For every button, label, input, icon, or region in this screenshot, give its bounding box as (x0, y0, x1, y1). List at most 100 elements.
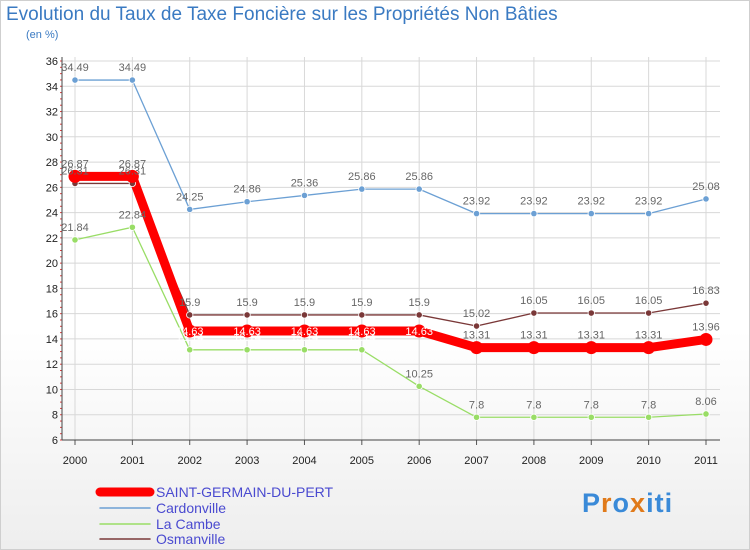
data-label: 13.14 (176, 332, 204, 344)
data-label: 7.8 (526, 399, 541, 411)
data-point (530, 413, 538, 421)
data-label: 13.31 (578, 330, 606, 342)
x-tick-label: 2007 (464, 455, 488, 467)
data-label: 15.9 (179, 297, 200, 309)
x-tick-label: 2006 (407, 455, 431, 467)
data-label: 13.14 (348, 332, 376, 344)
data-point (300, 191, 309, 200)
x-tick-label: 2010 (636, 455, 660, 467)
chart-title: Evolution du Taux de Taxe Foncière sur l… (6, 4, 558, 25)
data-label: 25.86 (348, 171, 376, 183)
data-point (587, 309, 595, 317)
logo-letter: i (664, 488, 674, 518)
data-point (125, 169, 139, 183)
y-tick-label: 36 (46, 56, 58, 68)
data-point (297, 324, 311, 338)
data-point (71, 236, 79, 244)
data-point (472, 210, 481, 218)
data-point (183, 324, 197, 338)
data-label: 23.92 (635, 196, 663, 208)
data-label: 15.9 (294, 297, 315, 309)
data-label: 8.06 (695, 396, 716, 408)
data-label: 7.8 (469, 399, 484, 411)
data-point (530, 309, 538, 317)
logo-letter: o (612, 488, 631, 518)
data-point (358, 311, 366, 319)
x-tick-label: 2004 (292, 455, 316, 467)
data-labels: 26.87 26.87 14.63 14.63 14.63 14.63 14.63 13.31… (61, 62, 720, 411)
y-tick-label: 16 (46, 309, 58, 321)
y-tick-label: 26 (46, 182, 58, 194)
y-tick-label: 20 (46, 258, 58, 270)
data-label: 13.96 (692, 321, 720, 333)
data-point (699, 332, 713, 346)
x-tick-label: 2009 (579, 455, 603, 467)
axes: 6 8 10 12 14 16 18 20 22 24 26 28 30 32 34 36 2000 2001 20… (46, 56, 720, 467)
data-point (186, 311, 194, 319)
series-line-la cambe (74, 226, 707, 418)
series-points (68, 76, 713, 421)
data-label: 13.31 (463, 330, 491, 342)
data-point (300, 346, 309, 354)
y-tick-label: 14 (46, 334, 58, 346)
data-label: 26.87 (119, 158, 147, 170)
y-tick-label: 32 (46, 107, 58, 119)
data-label: 16.05 (578, 295, 606, 307)
data-label: 7.8 (584, 399, 599, 411)
x-tick-label: 2003 (235, 455, 259, 467)
x-tick-label: 2002 (177, 455, 201, 467)
y-tick-label: 24 (46, 208, 58, 220)
data-point (128, 223, 136, 231)
logo-letter: r (601, 488, 613, 518)
data-label: 14.63 (233, 326, 261, 338)
y-tick-label: 34 (46, 81, 58, 93)
data-point (240, 324, 254, 338)
data-point (702, 299, 710, 307)
y-tick-label: 6 (52, 435, 58, 447)
data-point (415, 382, 423, 390)
data-point (186, 205, 194, 214)
data-point (358, 346, 366, 354)
data-point (527, 341, 541, 355)
data-label: 26.87 (61, 158, 89, 170)
data-point (472, 322, 481, 330)
legend-label: Osmanville (156, 531, 225, 547)
y-tick-label: 12 (46, 359, 58, 371)
logo-letter: t (654, 488, 665, 518)
data-point (243, 311, 251, 319)
y-tick-label: 30 (46, 132, 58, 144)
data-point (472, 413, 481, 421)
proxiti-logo: Proxiti (582, 488, 673, 519)
data-point (355, 324, 369, 338)
y-tick-label: 18 (46, 283, 58, 295)
data-label: 34.49 (61, 62, 89, 74)
data-point (587, 413, 595, 421)
data-point (702, 410, 710, 418)
data-point (358, 185, 366, 193)
data-point (642, 341, 656, 355)
x-tick-label: 2000 (63, 455, 87, 467)
data-point (415, 311, 423, 319)
data-point (243, 346, 251, 354)
data-label: 14.63 (348, 326, 376, 338)
data-label: 15.9 (408, 297, 429, 309)
data-label: 25.08 (692, 181, 720, 193)
x-tick-label: 2001 (120, 455, 144, 467)
data-label: 13.14 (233, 332, 261, 344)
data-point (71, 76, 79, 84)
data-point (470, 341, 484, 355)
data-point (530, 210, 538, 218)
data-label: 34.49 (119, 62, 147, 74)
data-label: 14.63 (176, 326, 204, 338)
y-tick-label: 28 (46, 157, 58, 169)
logo-letter: x (630, 488, 647, 518)
data-label: 15.9 (351, 297, 372, 309)
x-tick-label: 2005 (350, 455, 374, 467)
data-point (587, 210, 595, 218)
series-line-cardonville (74, 79, 707, 215)
data-point (412, 324, 426, 338)
x-tick-label: 2011 (694, 455, 718, 467)
data-label: 16.05 (520, 295, 548, 307)
